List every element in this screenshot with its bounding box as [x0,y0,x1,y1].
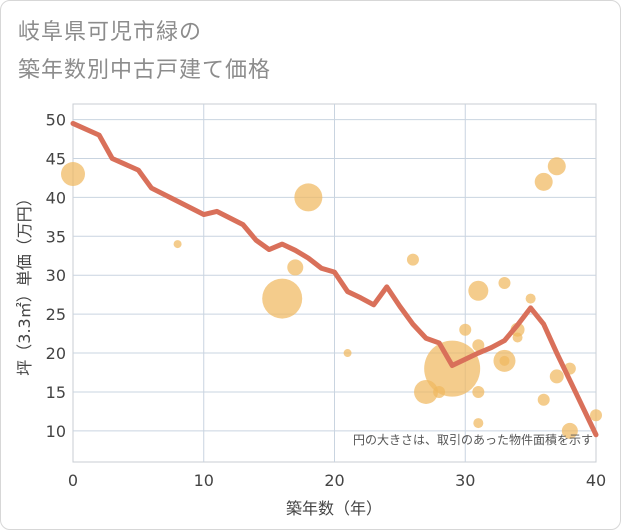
bubble-point-22 [537,393,550,406]
chart-title-line-2: 築年数別中古戸建て価格 [18,58,272,83]
bubble-point-14 [473,418,484,429]
x-tick-label-4: 40 [586,471,606,490]
bubble-point-13 [472,385,485,398]
bubble-point-4 [294,183,323,212]
y-axis-label: 坪（3.3㎡）単価（万円） [15,190,34,375]
bubble-point-20 [525,293,536,304]
x-tick-labels: 0 10 20 30 40 [68,471,606,490]
y-tick-label-5: 35 [46,227,66,246]
bubble-layer [61,157,602,439]
bubble-point-3 [287,259,304,276]
bubble-point-15 [498,277,511,289]
y-tick-label-1: 15 [46,383,66,402]
x-axis-label: 築年数（年） [286,499,382,518]
bubble-point-11 [468,280,489,301]
grid-lines [73,104,596,462]
bubble-size-note: 円の大きさは、取引のあった物件面積を示す [353,432,593,447]
bubble-point-21 [534,172,553,191]
x-tick-label-0: 0 [68,471,78,490]
average-price-line [70,120,599,438]
bubble-point-6 [406,253,419,266]
x-tick-label-3: 30 [455,471,475,490]
y-tick-label-8: 50 [46,111,66,130]
y-tick-label-6: 40 [46,188,66,207]
bubble-point-17 [499,355,510,366]
bubble-point-2 [262,278,303,319]
y-tick-label-2: 20 [46,344,66,363]
bubble-point-24 [549,369,564,384]
x-tick-label-1: 10 [194,471,214,490]
y-tick-labels: 10 15 20 25 30 35 40 45 50 [46,111,66,441]
bubble-point-12 [472,339,485,352]
y-tick-label-0: 10 [46,422,66,441]
chart-title-line-1: 岐阜県可児市緑の [18,20,203,45]
bubble-point-10 [459,323,472,336]
y-tick-label-3: 25 [46,305,66,324]
bubble-point-27 [590,409,602,422]
y-tick-label-4: 30 [46,266,66,285]
bubble-point-5 [343,349,352,358]
bubble-point-1 [173,240,182,249]
x-tick-label-2: 20 [324,471,344,490]
chart-title: 岐阜県可児市緑の 築年数別中古戸建て価格 [18,14,271,90]
bubble-point-26 [561,422,578,439]
bubble-point-9 [424,340,481,397]
bubble-point-19 [512,332,523,343]
bubble-point-23 [547,157,566,176]
trend-line-layer [70,120,599,438]
y-tick-label-7: 45 [46,149,66,168]
bubble-point-0 [61,162,85,187]
